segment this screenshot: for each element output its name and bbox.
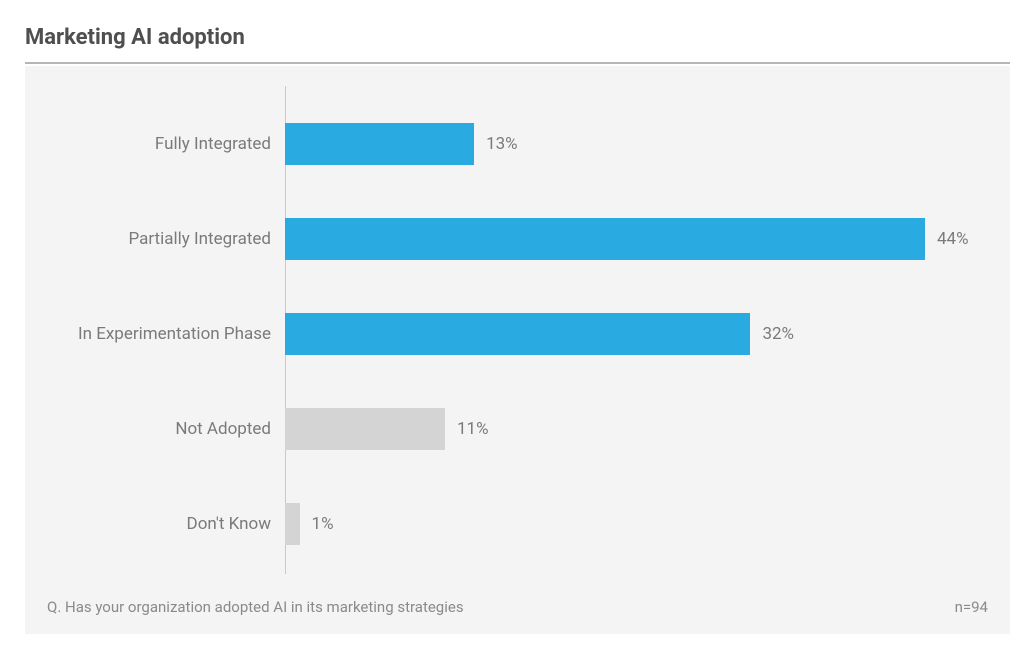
plot-area: Fully Integrated 13% Partially Integrate… — [25, 66, 1010, 634]
category-label: Fully Integrated — [25, 134, 285, 154]
bar — [285, 313, 750, 355]
bar-row: Partially Integrated 44% — [25, 191, 1010, 286]
bar — [285, 218, 925, 260]
bar-row: In Experimentation Phase 32% — [25, 286, 1010, 381]
bar-zone: 13% — [285, 96, 1010, 191]
n-label: n=94 — [955, 598, 988, 616]
bar-zone: 1% — [285, 476, 1010, 571]
bar-zone: 44% — [285, 191, 1010, 286]
value-label: 1% — [312, 514, 334, 534]
bar — [285, 123, 474, 165]
bar — [285, 408, 445, 450]
bar-row: Don't Know 1% — [25, 476, 1010, 571]
question-text: Q. Has your organization adopted AI in i… — [47, 598, 464, 616]
bar-zone: 32% — [285, 286, 1010, 381]
value-label: 32% — [762, 324, 794, 344]
category-label: Don't Know — [25, 514, 285, 534]
value-label: 11% — [457, 419, 489, 439]
category-label: Not Adopted — [25, 419, 285, 439]
category-label: In Experimentation Phase — [25, 324, 285, 344]
bar — [285, 503, 300, 545]
title-rule — [25, 62, 1010, 64]
category-label: Partially Integrated — [25, 229, 285, 249]
value-label: 13% — [486, 134, 518, 154]
bar-row: Fully Integrated 13% — [25, 96, 1010, 191]
chart-footer: Q. Has your organization adopted AI in i… — [25, 598, 1010, 634]
bar-row: Not Adopted 11% — [25, 381, 1010, 476]
chart-card: Marketing AI adoption Fully Integrated 1… — [0, 0, 1035, 662]
bar-zone: 11% — [285, 381, 1010, 476]
value-label: 44% — [937, 229, 969, 249]
chart-title: Marketing AI adoption — [25, 25, 1010, 62]
